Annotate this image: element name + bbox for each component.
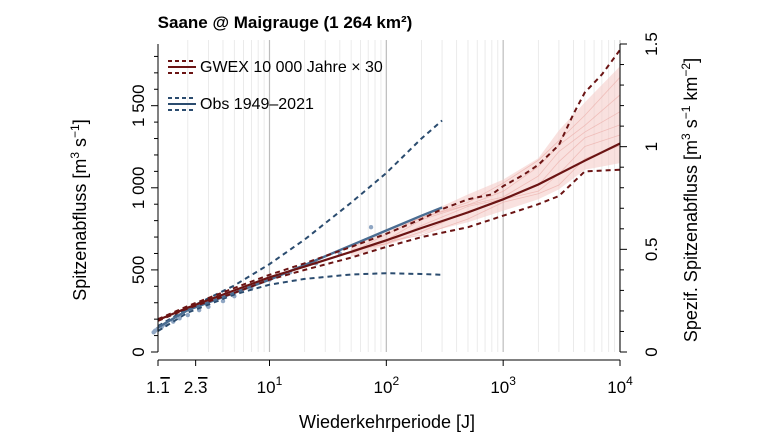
x-tick-label: 101 bbox=[257, 374, 283, 397]
gwex-lower-line bbox=[157, 168, 621, 322]
x-tick-label: 1.1 bbox=[146, 378, 170, 397]
y2-tick-label: 1.5 bbox=[642, 32, 661, 56]
y2-axis-label: Spezif. Spitzenabfluss [m3 s−1 km−2] bbox=[679, 58, 701, 342]
y-tick-label: 1 500 bbox=[129, 84, 148, 127]
obs-data-point bbox=[185, 312, 191, 318]
x-tick-label: 2.3 bbox=[184, 378, 208, 397]
y-axis-label: Spitzenabfluss [m3 s−1] bbox=[68, 119, 90, 300]
axes: 0 500 1 000 1 500 0 0.5 1 1.5 1.1 2.3 101 102 103 104 bbox=[129, 32, 661, 397]
x-tick-label: 102 bbox=[374, 374, 400, 397]
obs-data-point bbox=[177, 316, 182, 321]
legend-entry-label: GWEX 10 000 Jahre × 30 bbox=[200, 59, 383, 76]
y-tick-label: 1 000 bbox=[129, 167, 148, 210]
y2-tick-label: 0 bbox=[642, 347, 661, 356]
obs-data-point bbox=[368, 225, 374, 230]
obs-data-point bbox=[220, 298, 226, 304]
gwex-median-line bbox=[157, 142, 621, 322]
y2-tick-label: 0.5 bbox=[642, 238, 661, 262]
obs-upper-ci-line bbox=[157, 119, 443, 327]
y-tick-label: 0 bbox=[129, 347, 148, 356]
series-layer bbox=[151, 49, 621, 335]
x-tick-label: 104 bbox=[607, 374, 633, 397]
y-tick-label: 500 bbox=[129, 256, 148, 284]
x-tick-label: 103 bbox=[490, 374, 516, 397]
gwex-upper-line bbox=[157, 49, 621, 321]
y2-tick-label: 1 bbox=[642, 142, 661, 151]
x-axis-label: Wiederkehrperiode [J] bbox=[299, 412, 475, 432]
obs-fit-line bbox=[157, 206, 443, 329]
chart-title: Saane @ Maigrauge (1 264 km²) bbox=[158, 13, 413, 32]
grid bbox=[187, 40, 621, 352]
legend-entry-label: Obs 1949–2021 bbox=[200, 96, 314, 113]
obs-lower-ci-line bbox=[157, 272, 443, 332]
gwex-ensemble-trace bbox=[351, 111, 621, 254]
legend: GWEX 10 000 Jahre × 30 Obs 1949–2021 bbox=[168, 59, 383, 113]
